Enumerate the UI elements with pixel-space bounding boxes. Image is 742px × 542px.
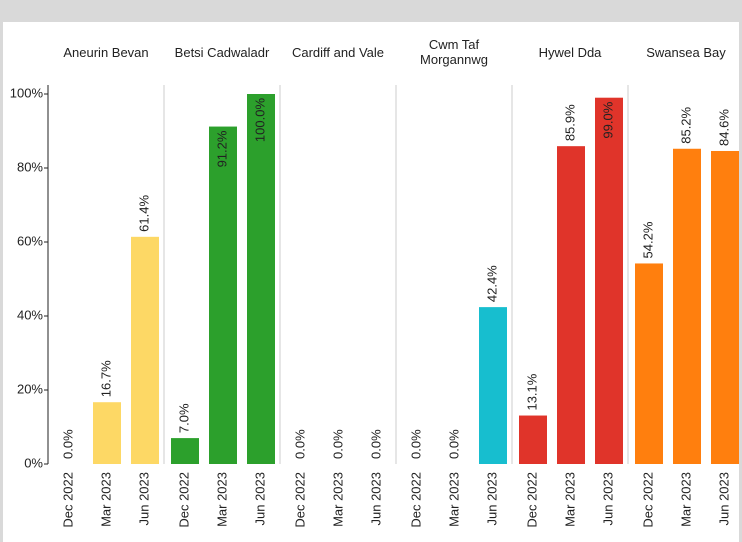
panel-title: Betsi Cadwaladr xyxy=(174,44,270,60)
x-tick-label: Mar 2023 xyxy=(678,472,693,527)
bar xyxy=(711,150,739,465)
x-tick-label: Jun 2023 xyxy=(136,472,151,526)
value-label: 0.0% xyxy=(408,429,423,459)
value-label: 0.0% xyxy=(292,429,307,459)
value-label: 91.2% xyxy=(214,130,229,167)
x-tick-label: Jun 2023 xyxy=(484,472,499,526)
panel-title: Cardiff and Vale xyxy=(291,44,385,60)
y-tick-label: 40% xyxy=(17,307,43,322)
x-tick-label: Dec 2022 xyxy=(60,472,75,528)
value-label: 0.0% xyxy=(446,429,461,459)
bar xyxy=(247,94,275,464)
bar xyxy=(209,126,237,464)
panel-title: Swansea Bay xyxy=(646,44,726,60)
bar xyxy=(93,402,121,464)
value-label: 100.0% xyxy=(252,98,267,143)
bar xyxy=(635,263,663,464)
x-tick-label: Mar 2023 xyxy=(330,472,345,527)
x-tick-label: Mar 2023 xyxy=(446,472,461,527)
x-tick-label: Jun 2023 xyxy=(600,472,615,526)
x-tick-label: Mar 2023 xyxy=(214,472,229,527)
value-label: 85.9% xyxy=(562,104,577,141)
x-tick-label: Dec 2022 xyxy=(292,472,307,528)
x-tick-label: Dec 2022 xyxy=(408,472,423,528)
panel-title: Cwm Taf Morgannwg xyxy=(420,37,488,67)
y-tick-label: 0% xyxy=(24,455,43,470)
x-tick-label: Jun 2023 xyxy=(252,472,267,526)
panel-title: Hywel Dda xyxy=(538,44,602,60)
value-label: 7.0% xyxy=(176,403,191,433)
y-tick-label: 60% xyxy=(17,233,43,248)
value-label: 16.7% xyxy=(98,360,113,397)
value-label: 0.0% xyxy=(330,429,345,459)
y-tick-label: 80% xyxy=(17,159,43,174)
value-label: 61.4% xyxy=(136,195,151,232)
value-label: 99.0% xyxy=(600,101,615,138)
y-tick-label: 100% xyxy=(10,85,44,100)
bar xyxy=(673,148,701,464)
value-label: 42.4% xyxy=(484,265,499,302)
bar xyxy=(131,236,159,464)
bar xyxy=(519,415,547,464)
x-tick-label: Dec 2022 xyxy=(176,472,191,528)
y-tick-label: 20% xyxy=(17,381,43,396)
x-tick-label: Jun 2023 xyxy=(716,472,731,526)
value-label: 84.6% xyxy=(716,109,731,146)
panel-title: Aneurin Bevan xyxy=(63,44,149,60)
x-tick-label: Dec 2022 xyxy=(524,472,539,528)
x-tick-label: Jun 2023 xyxy=(368,472,383,526)
bar xyxy=(595,97,623,464)
bar xyxy=(557,146,585,465)
x-tick-label: Dec 2022 xyxy=(640,472,655,528)
value-label: 13.1% xyxy=(524,373,539,410)
value-label: 54.2% xyxy=(640,221,655,258)
value-label: 0.0% xyxy=(60,429,75,459)
value-label: 85.2% xyxy=(678,106,693,143)
x-tick-label: Mar 2023 xyxy=(562,472,577,527)
x-tick-label: Mar 2023 xyxy=(98,472,113,527)
bar xyxy=(479,307,507,464)
bar xyxy=(171,438,199,464)
value-label: 0.0% xyxy=(368,429,383,459)
